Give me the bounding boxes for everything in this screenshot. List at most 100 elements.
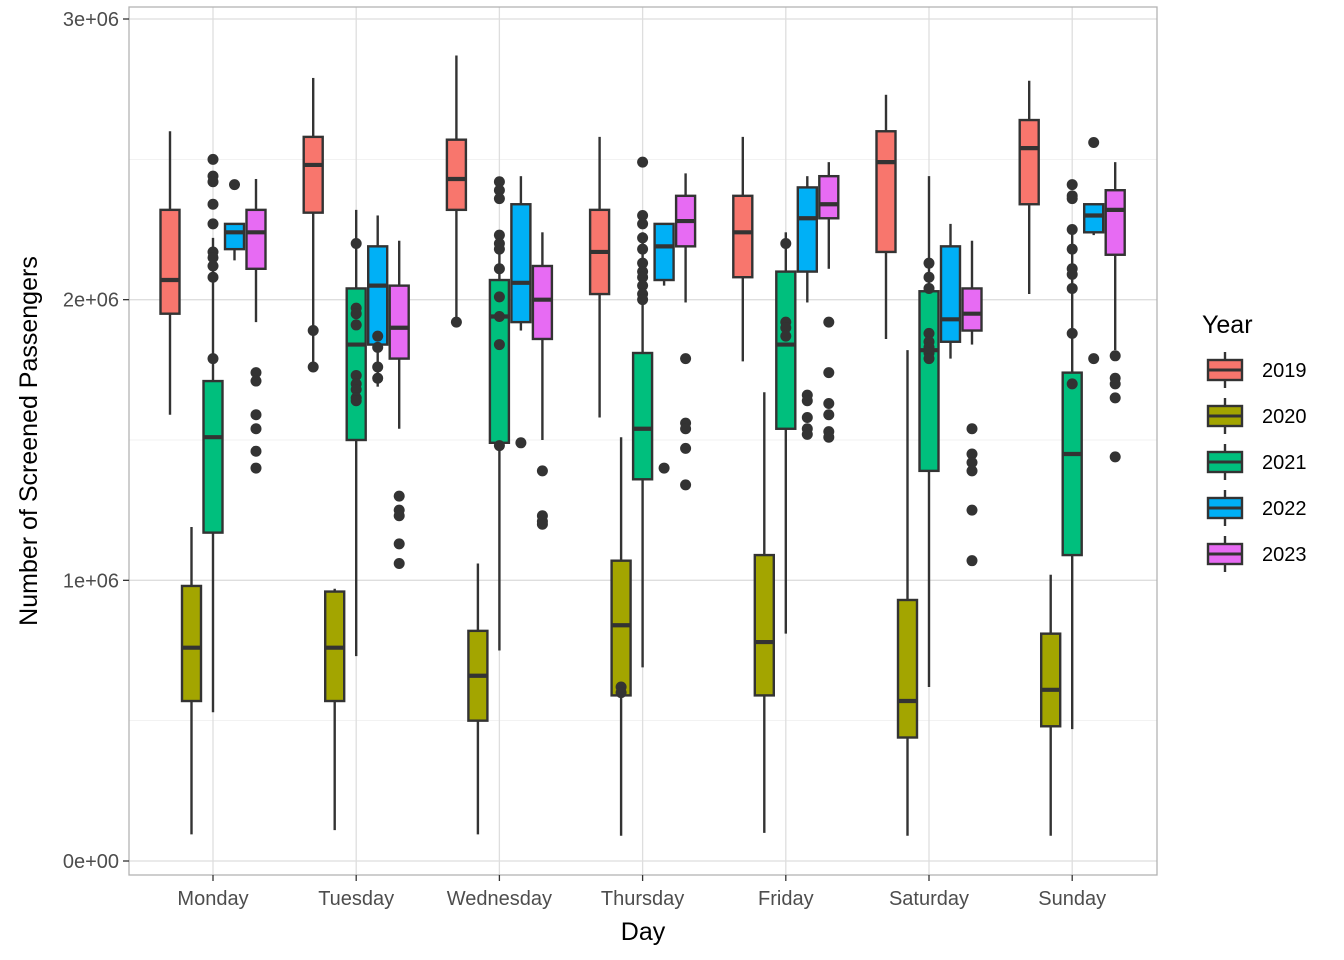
outlier-point (1066, 193, 1078, 205)
box-2019-monday (159, 131, 181, 415)
outlier-point (350, 369, 362, 381)
outlier-point (350, 319, 362, 331)
box-2021-tuesday (345, 209, 367, 657)
box-body (488, 278, 511, 445)
box-body (1082, 203, 1105, 234)
outlier-point (1066, 327, 1078, 339)
outlier-point (250, 409, 262, 421)
outlier-point (966, 456, 978, 468)
outlier-point (615, 687, 627, 699)
outlier-point (780, 330, 792, 342)
outlier-point (250, 423, 262, 435)
outlier-point (923, 257, 935, 269)
x-tick-label: Sunday (1038, 888, 1106, 910)
outlier-point (1066, 224, 1078, 235)
outlier-point (637, 218, 649, 230)
box-2019-tuesday (302, 77, 324, 373)
outlier-point (250, 375, 262, 387)
box-2023-sunday (1104, 162, 1126, 463)
outlier-point (493, 176, 505, 188)
outlier-point (1109, 378, 1121, 390)
box-body (1104, 189, 1126, 256)
box-body (1039, 632, 1062, 728)
box-body (896, 598, 919, 739)
box-body (445, 138, 468, 212)
outlier-point (393, 510, 405, 522)
box-body (961, 287, 983, 332)
outlier-point (780, 322, 792, 334)
box-body (1061, 371, 1083, 557)
box-2020-tuesday (324, 588, 346, 831)
box-2022-sunday (1082, 136, 1105, 365)
box-body (388, 284, 410, 360)
outlier-point (637, 280, 649, 292)
box-2020-friday (753, 392, 775, 833)
outlier-point (350, 308, 362, 320)
outlier-point (250, 462, 262, 474)
box-2020-wednesday (467, 563, 489, 835)
outlier-point (923, 271, 935, 283)
x-tick-label: Friday (758, 888, 814, 910)
box-2019-sunday (1018, 80, 1040, 295)
box-body (245, 208, 267, 270)
box-2021-saturday (918, 176, 940, 687)
box-2020-thursday (610, 437, 632, 836)
outlier-point (207, 252, 219, 264)
outlier-point (207, 353, 219, 365)
box-body (918, 290, 940, 473)
box-body (796, 186, 818, 273)
outlier-point (372, 330, 384, 342)
legend: Year 2019 2020 2021 2022 2023 (1202, 311, 1307, 572)
box-2019-friday (732, 136, 754, 362)
outlier-point (1066, 179, 1078, 191)
outlier-point (1109, 350, 1121, 362)
box-2022-friday (796, 176, 818, 440)
box-body (732, 194, 754, 279)
y-tick-label: 0e+00 (63, 851, 119, 873)
box-2021-thursday (631, 156, 654, 668)
x-tick-label: Saturday (889, 888, 969, 910)
outlier-point (207, 271, 219, 283)
outlier-point (393, 557, 405, 569)
box-body (180, 584, 203, 703)
legend-label: 2019 (1262, 360, 1307, 382)
y-axis: 0e+00 1e+06 2e+06 3e+06 (63, 9, 129, 873)
box-2023-thursday (674, 173, 697, 491)
outlier-point (923, 282, 935, 294)
outlier-point (680, 479, 692, 491)
outlier-point (966, 555, 978, 567)
outlier-point (493, 229, 505, 241)
outlier-point (923, 327, 935, 339)
box-body (818, 174, 840, 220)
box-body (653, 222, 675, 282)
box-layer (159, 55, 1126, 836)
outlier-point (493, 184, 505, 196)
outlier-point (680, 353, 692, 365)
legend-title: Year (1202, 311, 1253, 339)
y-tick-label: 1e+06 (63, 570, 119, 592)
outlier-point (637, 243, 649, 255)
outlier-point (637, 294, 649, 306)
outlier-point (350, 238, 362, 250)
legend-item-2023: 2023 (1206, 536, 1307, 572)
legend-label: 2021 (1262, 452, 1307, 474)
box-2023-saturday (961, 240, 983, 567)
box-2021-friday (775, 232, 797, 634)
box-body (302, 135, 324, 214)
outlier-point (966, 448, 978, 460)
outlier-point (207, 153, 219, 165)
outlier-point (250, 445, 262, 457)
outlier-point (372, 361, 384, 373)
outlier-point (637, 209, 649, 221)
y-tick-label: 2e+06 (63, 290, 119, 312)
box-2022-saturday (939, 223, 962, 359)
outlier-point (823, 316, 835, 328)
box-2023-wednesday (531, 232, 554, 530)
outlier-point (637, 271, 649, 283)
outlier-point (1066, 268, 1078, 280)
legend-item-2020: 2020 (1206, 398, 1307, 434)
x-axis: Monday Tuesday Wednesday Thursday Friday Satu… (177, 875, 1106, 910)
box-body (1018, 118, 1040, 206)
outlier-point (1109, 392, 1121, 404)
outlier-point (515, 437, 527, 449)
